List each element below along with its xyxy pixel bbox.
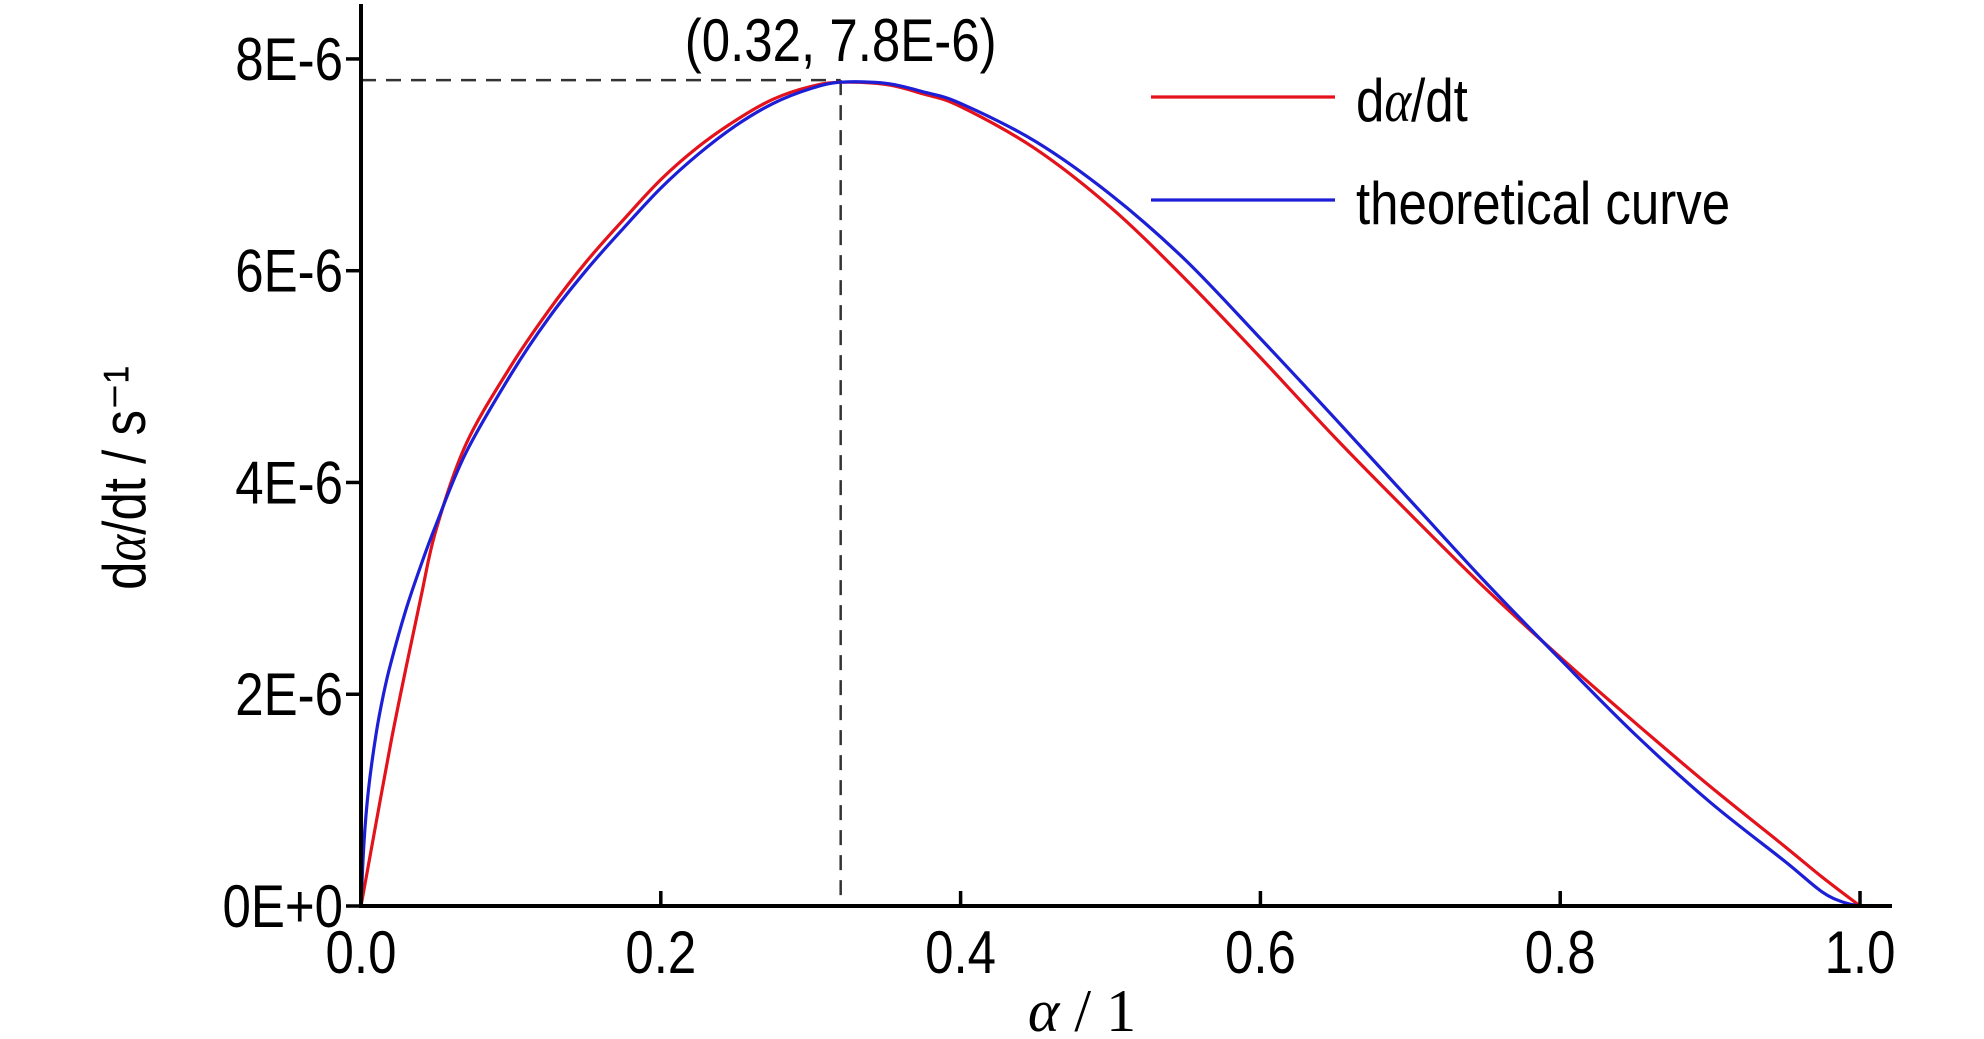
y-tick-label: 6E-6 bbox=[235, 238, 343, 305]
series-line-theoretical-curve bbox=[359, 80, 1862, 908]
axes bbox=[359, 4, 1892, 908]
x-axis-ticks: 0.0 0.2 0.4 0.6 0.8 1.0 bbox=[326, 891, 1896, 986]
legend-item: theoretical curve bbox=[1151, 170, 1730, 237]
y-tick-label: 4E-6 bbox=[235, 450, 343, 517]
x-tick-label: 0.8 bbox=[1525, 919, 1596, 986]
legend-label: theoretical curve bbox=[1356, 170, 1730, 237]
legend-label: dα/dt bbox=[1356, 67, 1468, 135]
annotation-guide-lines bbox=[361, 78, 842, 906]
y-tick-label: 0E+0 bbox=[222, 873, 343, 940]
x-tick-label: 1.0 bbox=[1825, 919, 1896, 986]
y-tick-label: 2E-6 bbox=[235, 661, 343, 728]
plot-series bbox=[359, 80, 1862, 908]
legend: dα/dt theoretical curve bbox=[1151, 67, 1730, 237]
x-tick-label: 0.0 bbox=[326, 919, 397, 986]
y-axis-ticks: 0E+0 2E-6 4E-6 6E-6 8E-6 bbox=[222, 26, 361, 940]
x-axis-label: α / 1 bbox=[1028, 978, 1136, 1039]
y-axis-label: dα/dt / s⁻¹ bbox=[91, 366, 159, 590]
x-tick-label: 0.6 bbox=[1225, 919, 1296, 986]
y-tick-label: 8E-6 bbox=[235, 26, 343, 93]
peak-annotation-label: (0.32, 7.8E-6) bbox=[685, 7, 997, 74]
legend-item: dα/dt bbox=[1151, 67, 1468, 135]
x-tick-label: 0.2 bbox=[625, 919, 696, 986]
x-tick-label: 0.4 bbox=[925, 919, 996, 986]
